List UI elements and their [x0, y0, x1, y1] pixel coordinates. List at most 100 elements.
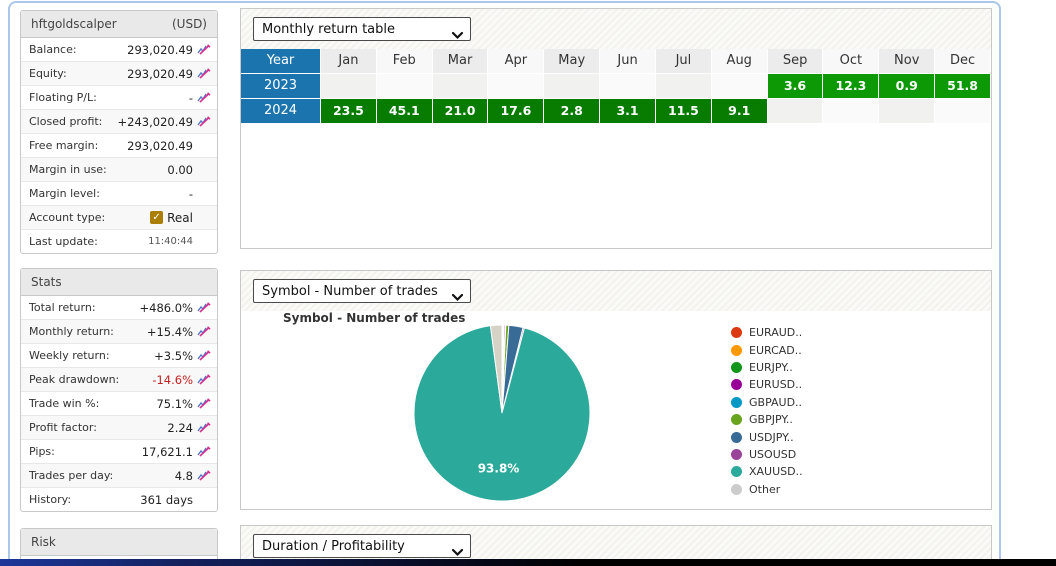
legend-item: EURJPY..	[731, 359, 803, 376]
stats-title: Stats	[31, 275, 62, 289]
stats-label: Monthly return:	[29, 325, 114, 338]
legend-dot-icon	[731, 483, 742, 495]
stats-panel: Stats Total return: +486.0% Monthly return…	[20, 268, 218, 512]
stats-row: Peak drawdown: -14.6%	[21, 367, 217, 391]
legend-dot-icon	[731, 361, 742, 373]
stats-label: Profit factor:	[29, 421, 97, 434]
stats-label: History:	[29, 493, 72, 506]
mini-chart-icon[interactable]	[197, 68, 211, 79]
pie-slice-Other	[489, 324, 503, 414]
stats-label: Trade win %:	[29, 397, 100, 410]
stats-row: Total return: +486.0%	[21, 296, 217, 319]
account-rows: Balance: 293,020.49 Equity: 293,020.49 Float…	[21, 38, 217, 253]
pie-percent-label: 93.8%	[478, 461, 520, 475]
legend-dot-icon	[731, 379, 742, 391]
stats-value: 2.24	[167, 420, 193, 435]
monthly-return-table: Year Jan Feb Mar Apr May Jun Jul Aug Sep Oct Nov Dec…	[241, 49, 991, 124]
account-value: -	[188, 186, 193, 201]
stats-row: Trades per day: 4.8	[21, 463, 217, 487]
legend-item: USOUSD	[731, 446, 803, 463]
account-label: Free margin:	[29, 139, 99, 152]
month-header: Nov	[879, 49, 936, 74]
empty-cell	[767, 99, 824, 124]
account-label: Closed profit:	[29, 115, 103, 128]
account-label: Floating P/L:	[29, 91, 97, 104]
empty-cell	[655, 74, 712, 99]
return-cell: 45.1	[376, 99, 433, 124]
account-label: Equity:	[29, 67, 67, 80]
return-cell: 17.6	[488, 99, 545, 124]
account-row: Balance: 293,020.49	[21, 38, 217, 61]
return-cell: 23.5	[321, 99, 377, 124]
stats-row: Weekly return: +3.5%	[21, 343, 217, 367]
return-cell: 3.1	[600, 99, 656, 124]
mini-chart-icon[interactable]	[197, 44, 211, 55]
legend-label: GBPAUD..	[749, 395, 803, 409]
account-row: Closed profit: +243,020.49	[21, 109, 217, 133]
year-column-header: Year	[241, 49, 321, 74]
duration-view-selector[interactable]: Duration / Profitability	[253, 534, 471, 558]
symbol-view-selector-wrap: Symbol - Number of trades	[253, 279, 471, 303]
stats-value: +3.5%	[154, 348, 193, 363]
icon-slot	[193, 350, 211, 361]
mini-chart-icon[interactable]	[197, 398, 211, 409]
account-value: 293,020.49	[127, 66, 193, 81]
account-currency: (USD)	[171, 17, 207, 31]
empty-cell	[432, 74, 489, 99]
symbol-pie-chart-area: Symbol - Number of trades 93.8% EURAUD..…	[241, 311, 991, 509]
mini-chart-icon[interactable]	[197, 470, 211, 481]
year-cell: 2024	[241, 99, 321, 124]
account-row: Last update: 11:40:44	[21, 229, 217, 253]
legend-item: USDJPY..	[731, 428, 803, 445]
account-row: Free margin: 293,020.49	[21, 133, 217, 157]
stats-value: 4.8	[174, 468, 193, 483]
monthly-view-selector[interactable]: Monthly return table	[253, 17, 471, 41]
stats-row: History: 361 days	[21, 487, 217, 511]
month-header: Jan	[321, 49, 377, 74]
icon-slot	[193, 398, 211, 409]
stats-value: 75.1%	[156, 396, 193, 411]
return-cell: 9.1	[711, 99, 768, 124]
mini-chart-icon[interactable]	[197, 374, 211, 385]
symbol-pie-chart: 93.8%	[413, 324, 591, 502]
month-header: Apr	[488, 49, 545, 74]
legend-item: EURAUD..	[731, 324, 803, 341]
month-header: May	[544, 49, 601, 74]
stats-value: 361 days	[140, 492, 193, 507]
icon-slot	[193, 68, 211, 79]
symbol-view-selector[interactable]: Symbol - Number of trades	[253, 279, 471, 303]
account-value: -	[188, 90, 193, 105]
account-value: 0.00	[167, 162, 193, 177]
mini-chart-icon[interactable]	[197, 446, 211, 457]
real-account-checkbox[interactable]: ✓	[150, 211, 164, 224]
month-header: Mar	[432, 49, 489, 74]
mini-chart-icon[interactable]	[197, 422, 211, 433]
account-row: Margin level: -	[21, 181, 217, 205]
icon-slot	[193, 374, 211, 385]
stats-value: +15.4%	[146, 324, 193, 339]
account-label: Margin level:	[29, 187, 100, 200]
return-cell: 11.5	[655, 99, 712, 124]
mini-chart-icon[interactable]	[197, 116, 211, 127]
mini-chart-icon[interactable]	[197, 92, 211, 103]
account-label: Account type:	[29, 211, 106, 224]
legend-item: GBPAUD..	[731, 394, 803, 411]
mini-chart-icon[interactable]	[197, 302, 211, 313]
stats-label: Total return:	[29, 301, 96, 314]
icon-slot	[193, 116, 211, 127]
stats-value: -14.6%	[152, 372, 193, 387]
return-cell: 3.6	[767, 74, 824, 99]
mini-chart-icon[interactable]	[197, 350, 211, 361]
icon-slot	[193, 44, 211, 55]
legend-label: Other	[749, 482, 781, 496]
empty-cell	[935, 99, 991, 124]
account-value: 293,020.49	[127, 138, 193, 153]
month-header: Jul	[655, 49, 712, 74]
legend-dot-icon	[731, 327, 742, 339]
month-header: Sep	[767, 49, 824, 74]
stats-row: Trade win %: 75.1%	[21, 391, 217, 415]
mini-chart-icon[interactable]	[197, 326, 211, 337]
year-cell: 2023	[241, 74, 321, 99]
monthly-view-selector-wrap: Monthly return table	[253, 17, 471, 41]
account-panel: hftgoldscalper (USD) Balance: 293,020.49 E…	[20, 10, 218, 254]
